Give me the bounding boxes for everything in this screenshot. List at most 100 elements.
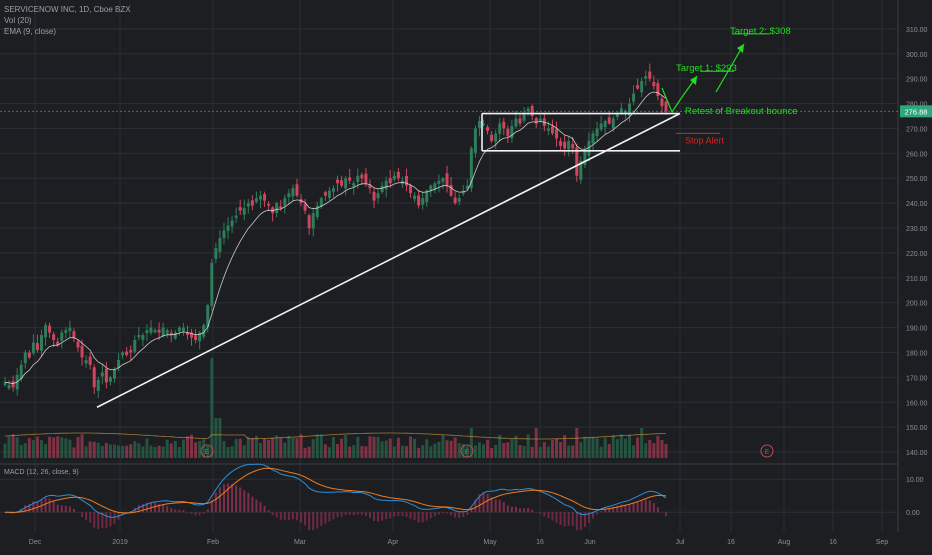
macd-hist-bar (360, 512, 363, 515)
macd-hist-bar (575, 512, 578, 531)
candle-body (425, 190, 429, 203)
candle-body (664, 101, 668, 112)
candle-body (137, 335, 141, 338)
volume-bar (392, 446, 396, 458)
volume-bar (299, 434, 303, 458)
candle-body (518, 118, 522, 124)
volume-bar (534, 428, 538, 458)
candle-body (141, 335, 145, 340)
candle-body (644, 76, 648, 79)
candle-body (506, 128, 510, 136)
candle-body (360, 174, 364, 179)
macd-hist-bar (287, 512, 290, 520)
candle-body (319, 198, 323, 207)
candle-body (392, 175, 396, 180)
candle-body (559, 141, 563, 146)
volume-bar (400, 445, 404, 458)
candle-body (656, 83, 660, 97)
macd-hist-bar (385, 512, 388, 520)
volume-bar (226, 447, 230, 458)
macd-hist-bar (425, 512, 428, 521)
macd-hist-bar (89, 512, 92, 523)
macd-hist-bar (446, 512, 449, 514)
volume-bar (368, 436, 372, 458)
macd-hist-bar (312, 512, 315, 531)
volume-bar (421, 445, 425, 458)
macd-hist-bar (441, 512, 444, 513)
volume-bar (522, 445, 526, 458)
candle-body (591, 133, 595, 144)
volume-ma-line (4, 432, 667, 440)
macd-hist-bar (583, 512, 586, 527)
time-axis-label: Sep (876, 539, 889, 546)
macd-hist-bar (474, 499, 477, 513)
candle-body (275, 203, 279, 213)
volume-bar (202, 439, 206, 458)
candle-body (404, 175, 408, 186)
volume-bar (376, 436, 380, 458)
volume-bar (648, 439, 652, 458)
ema-legend[interactable]: EMA (9, close) (4, 27, 57, 36)
candle-body (615, 113, 619, 118)
macd-hist-bar (450, 512, 453, 516)
candle-body (60, 332, 64, 341)
symbol-title[interactable]: SERVICENOW INC, 1D, Cboe BZX (4, 5, 131, 14)
projection-arrow-2 (715, 43, 745, 93)
macd-hist-bar (214, 492, 217, 513)
macd-hist-bar (665, 512, 667, 517)
candle-body (453, 197, 457, 204)
volume-bar (161, 446, 165, 458)
candle-body (27, 352, 31, 358)
price-axis-label: 310.00 (906, 27, 928, 34)
volume-bar (477, 442, 481, 458)
candle-body (31, 342, 35, 354)
macd-hist-bar (523, 508, 526, 513)
volume-bar (615, 439, 619, 458)
volume-bar (340, 438, 344, 458)
ema-line (4, 91, 667, 385)
volume-bar (177, 446, 181, 458)
candle-body (437, 180, 441, 184)
candle-body (190, 332, 194, 338)
macd-hist-bar (137, 505, 140, 513)
candle-body (457, 198, 461, 202)
macd-hist-bar (506, 505, 509, 513)
volume-bar (457, 443, 461, 458)
volume-bar (506, 442, 510, 458)
macd-legend: MACD (12, 26, close, 9) (4, 469, 79, 476)
volume-bar (287, 435, 291, 458)
volume-bar (433, 443, 437, 458)
candle-body (96, 379, 100, 391)
macd-hist-bar (243, 490, 246, 513)
candle-body (469, 148, 473, 189)
volume-legend[interactable]: Vol (20) (4, 16, 32, 25)
macd-hist-bar (486, 493, 489, 513)
candle-body (587, 140, 591, 156)
price-axis-label: 170.00 (906, 375, 928, 382)
volume-bar (619, 434, 623, 458)
candle-body (445, 173, 449, 186)
candle-body (7, 384, 11, 389)
candle-body (88, 356, 92, 365)
candle-body (161, 327, 165, 337)
macd-hist-bar (401, 512, 404, 517)
volume-bar (331, 436, 335, 458)
candle-body (579, 160, 583, 180)
macd-hist-bar (364, 512, 367, 517)
candle-body (258, 195, 262, 200)
candle-body (336, 179, 340, 184)
volume-bar (190, 434, 194, 458)
candle-body (194, 335, 198, 341)
volume-bar (587, 437, 591, 458)
macd-hist-bar (206, 509, 209, 513)
candle-body (210, 262, 214, 306)
candle-body (157, 329, 161, 333)
macd-hist-bar (458, 512, 461, 519)
volume-bar (518, 444, 522, 458)
candle-body (133, 340, 137, 352)
candle-body (611, 118, 615, 129)
macd-hist-bar (320, 512, 323, 526)
macd-hist-bar (101, 512, 104, 528)
